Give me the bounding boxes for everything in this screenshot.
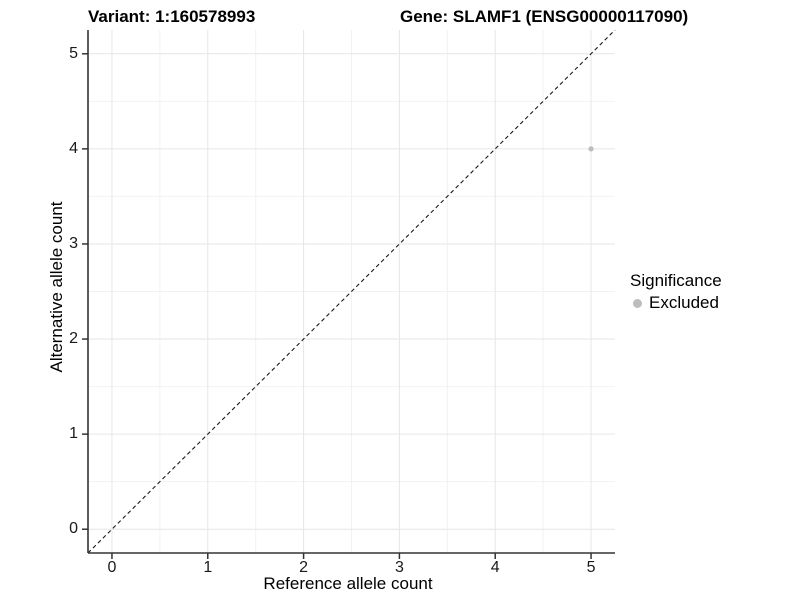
plot-title-gene: Gene: SLAMF1 (ENSG00000117090) bbox=[400, 7, 689, 26]
x-tick-label: 5 bbox=[586, 559, 596, 576]
legend-item-excluded: Excluded bbox=[630, 293, 722, 313]
plot-title-variant: Variant: 1:160578993 bbox=[88, 7, 256, 26]
y-tick-label: 2 bbox=[69, 330, 78, 348]
data-point-excluded bbox=[588, 146, 594, 152]
excluded-point-icon bbox=[633, 298, 642, 308]
y-axis-title: Alternative allele count bbox=[47, 201, 66, 373]
x-tick-label: 2 bbox=[299, 559, 309, 576]
y-tick-label: 3 bbox=[69, 234, 78, 252]
legend-item-label: Excluded bbox=[649, 293, 719, 312]
x-tick-label: 4 bbox=[490, 559, 500, 576]
y-tick-label: 5 bbox=[69, 44, 78, 62]
plot-panel bbox=[82, 30, 616, 559]
y-tick-label: 1 bbox=[69, 425, 78, 443]
x-tick-label: 1 bbox=[203, 559, 213, 576]
x-axis-title: Reference allele count bbox=[263, 574, 433, 593]
x-tick-label: 0 bbox=[107, 559, 117, 576]
legend: Significance Excluded bbox=[630, 271, 722, 313]
y-tick-label: 4 bbox=[69, 139, 78, 157]
x-tick-label: 3 bbox=[394, 559, 404, 576]
legend-title: Significance bbox=[630, 271, 722, 290]
y-tick-label: 0 bbox=[69, 520, 78, 538]
identity-reference-line bbox=[87, 30, 616, 554]
